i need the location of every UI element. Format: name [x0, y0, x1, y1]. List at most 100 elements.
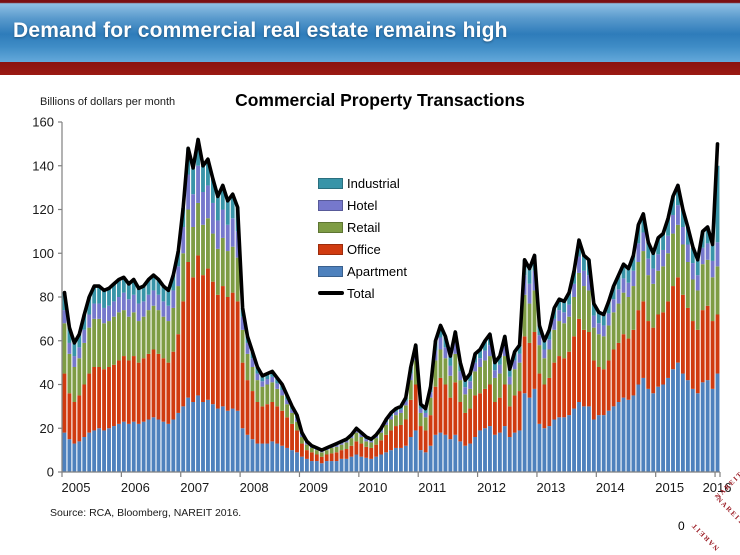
bar-segment-retail: [423, 417, 428, 431]
bar-segment-apartment: [562, 417, 567, 472]
bar-segment-apartment: [314, 461, 319, 472]
bar-segment-office: [82, 384, 87, 437]
bar-segment-apartment: [206, 399, 210, 472]
bar-segment-office: [171, 351, 176, 420]
bar-segment-retail: [107, 321, 111, 367]
bar-segment-retail: [156, 310, 161, 354]
bar-segment-retail: [215, 248, 220, 295]
bar-segment-retail: [235, 257, 240, 302]
bar-segment-apartment: [458, 441, 463, 473]
bar-segment-retail: [586, 290, 591, 332]
bar-segment-retail: [671, 233, 675, 287]
bar-segment-hotel: [102, 307, 106, 324]
bar-segment-hotel: [220, 209, 225, 238]
y-axis-tick-label: 100: [32, 246, 54, 261]
bar-segment-hotel: [255, 373, 260, 381]
bar-segment-hotel: [112, 301, 116, 317]
bar-segment-industrial: [468, 373, 473, 382]
bar-segment-industrial: [121, 277, 126, 293]
bar-segment-apartment: [171, 419, 176, 472]
bar-segment-apartment: [646, 388, 651, 473]
bar-segment-retail: [507, 384, 512, 407]
bar-segment-hotel: [488, 345, 492, 357]
bar-segment-retail: [87, 327, 92, 374]
bar-segment-retail: [176, 286, 181, 335]
bar-segment-industrial: [166, 290, 171, 306]
bar-segment-hotel: [537, 335, 542, 346]
bar-segment-apartment: [596, 415, 601, 473]
bar-segment-apartment: [250, 439, 255, 472]
bar-segment-industrial: [483, 340, 487, 351]
bar-segment-apartment: [408, 437, 413, 472]
bar-segment-apartment: [468, 443, 473, 472]
bar-segment-retail: [473, 371, 478, 396]
bar-segment-hotel: [676, 205, 680, 225]
bar-segment-retail: [92, 318, 97, 368]
bar-segment-office: [413, 384, 418, 431]
bar-segment-office: [72, 402, 77, 444]
bar-segment-retail: [82, 342, 87, 385]
bar-segment-retail: [72, 367, 77, 402]
bar-segment-hotel: [280, 389, 285, 396]
bar-segment-office: [488, 384, 492, 427]
bar-segment-apartment: [201, 402, 205, 472]
y-axis-tick-label: 20: [40, 421, 54, 436]
bar-segment-office: [186, 262, 191, 398]
bar-segment-apartment: [77, 441, 82, 473]
bar-segment-office: [428, 415, 433, 446]
bar-segment-office: [290, 423, 294, 451]
bar-segment-apartment: [705, 380, 710, 473]
bar-segment-retail: [715, 266, 720, 315]
bar-segment-retail: [344, 442, 349, 450]
bar-segment-retail: [201, 224, 205, 276]
bar-segment-retail: [478, 367, 482, 394]
bar-segment-office: [502, 384, 507, 427]
bar-segment-hotel: [359, 434, 364, 437]
source-note: Source: RCA, Bloomberg, NAREIT 2016.: [50, 507, 242, 519]
bar-segment-industrial: [131, 279, 136, 295]
bar-segment-retail: [260, 386, 265, 407]
chart-legend: Industrial Hotel Retail Office Apartment Tota…: [318, 172, 407, 304]
bar-segment-retail: [666, 253, 670, 302]
legend-item-office: Office: [318, 238, 407, 260]
y-axis-tick-label: 120: [32, 202, 54, 217]
bar-segment-apartment: [557, 417, 562, 472]
bar-segment-apartment: [423, 452, 428, 472]
x-axis-year-label: 2008: [240, 480, 269, 495]
bar-segment-retail: [502, 356, 507, 385]
bar-segment-hotel: [705, 243, 710, 260]
bar-segment-office: [572, 336, 576, 409]
bar-segment-hotel: [146, 294, 151, 311]
bar-segment-office: [690, 321, 695, 389]
bar-segment-hotel: [666, 235, 670, 254]
bar-segment-hotel: [384, 422, 388, 425]
bar-segment-industrial: [715, 165, 720, 243]
bar-segment-retail: [324, 450, 329, 455]
bar-segment-industrial: [680, 209, 685, 227]
bar-segment-office: [300, 443, 304, 457]
bar-segment-industrial: [591, 303, 596, 316]
bar-segment-office: [344, 449, 349, 459]
bar-segment-retail: [532, 290, 537, 332]
bar-segment-retail: [384, 424, 388, 435]
bar-segment-office: [319, 456, 324, 464]
bar-segment-apartment: [522, 393, 527, 472]
bar-segment-office: [92, 367, 97, 431]
bar-segment-hotel: [141, 301, 146, 317]
bar-segment-retail: [562, 323, 567, 359]
bar-segment-industrial: [102, 290, 106, 308]
bar-segment-retail: [225, 251, 230, 297]
bar-segment-office: [220, 286, 225, 407]
bar-segment-industrial: [626, 268, 631, 283]
bar-segment-retail: [517, 362, 522, 392]
bar-segment-retail: [67, 353, 72, 394]
bar-segment-hotel: [235, 231, 240, 258]
bar-segment-industrial: [710, 244, 715, 261]
bar-segment-apartment: [107, 428, 111, 472]
bar-segment-office: [641, 301, 646, 378]
x-axis-year-label: 2015: [655, 480, 684, 495]
bar-segment-industrial: [210, 178, 215, 203]
bar-segment-retail: [656, 270, 661, 315]
bar-segment-office: [636, 310, 641, 385]
bar-segment-apartment: [151, 417, 156, 472]
